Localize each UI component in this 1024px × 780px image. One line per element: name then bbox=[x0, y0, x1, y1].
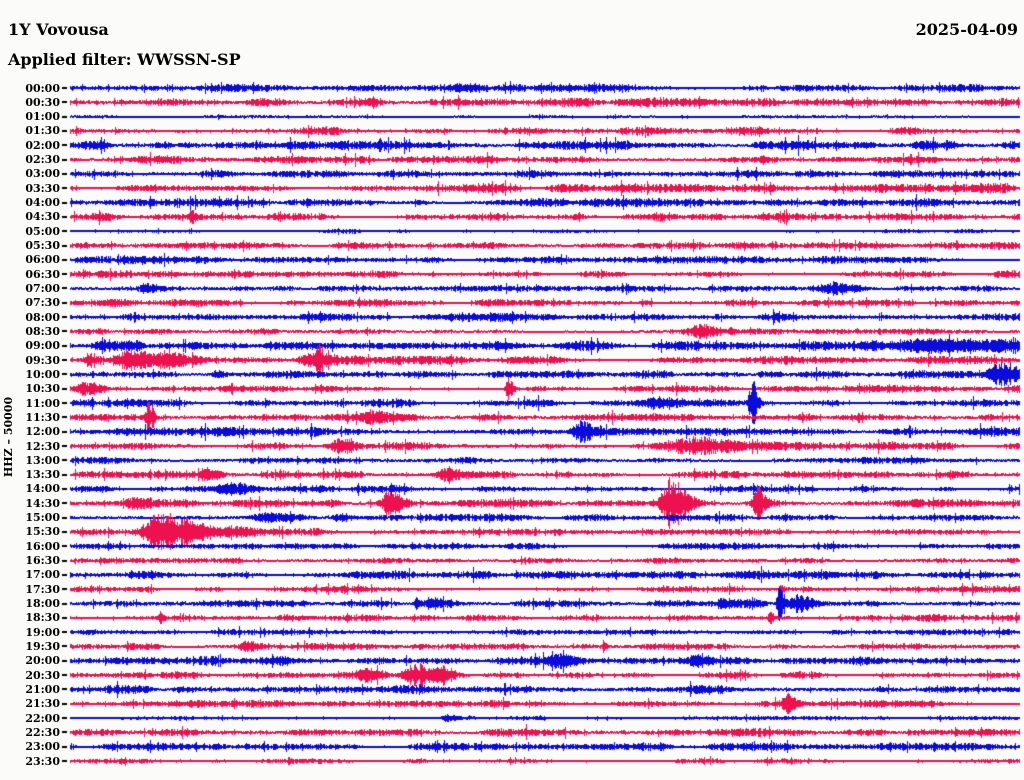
time-label: 01:00 bbox=[25, 110, 60, 124]
time-label: 05:00 bbox=[25, 224, 60, 238]
time-label: 09:30 bbox=[25, 353, 60, 367]
date-label: 2025-04-09 bbox=[915, 20, 1018, 39]
time-label: 04:30 bbox=[25, 210, 60, 224]
time-label: 16:30 bbox=[25, 554, 60, 568]
filter-label: Applied filter: WWSSN-SP bbox=[8, 50, 241, 69]
time-label: 20:30 bbox=[25, 668, 60, 682]
time-label: 10:30 bbox=[25, 382, 60, 396]
time-label: 02:00 bbox=[25, 138, 60, 152]
time-label: 23:30 bbox=[25, 754, 60, 768]
time-label: 21:00 bbox=[25, 682, 60, 696]
time-label: 15:00 bbox=[25, 511, 60, 525]
time-label: 16:00 bbox=[25, 539, 60, 553]
time-label: 11:30 bbox=[25, 410, 60, 424]
time-label: 11:00 bbox=[25, 396, 60, 410]
time-label: 23:00 bbox=[25, 740, 60, 754]
time-label: 06:00 bbox=[25, 253, 60, 267]
time-label: 14:30 bbox=[25, 496, 60, 510]
station-title: 1Y Vovousa bbox=[8, 20, 109, 39]
time-label: 08:00 bbox=[25, 310, 60, 324]
time-label: 05:30 bbox=[25, 239, 60, 253]
time-label: 12:30 bbox=[25, 439, 60, 453]
time-label: 07:00 bbox=[25, 281, 60, 295]
time-label: 00:30 bbox=[25, 95, 60, 109]
time-label: 18:00 bbox=[25, 597, 60, 611]
time-label: 04:00 bbox=[25, 196, 60, 210]
time-label: 13:30 bbox=[25, 468, 60, 482]
time-label: 18:30 bbox=[25, 611, 60, 625]
time-label: 21:30 bbox=[25, 697, 60, 711]
time-label: 13:00 bbox=[25, 453, 60, 467]
time-label: 19:30 bbox=[25, 639, 60, 653]
time-label: 08:30 bbox=[25, 324, 60, 338]
time-label: 22:00 bbox=[25, 711, 60, 725]
time-label: 19:00 bbox=[25, 625, 60, 639]
time-label: 15:30 bbox=[25, 525, 60, 539]
time-label: 20:00 bbox=[25, 654, 60, 668]
time-label: 14:00 bbox=[25, 482, 60, 496]
time-label: 03:30 bbox=[25, 181, 60, 195]
time-label: 00:00 bbox=[25, 81, 60, 95]
time-label: 17:00 bbox=[25, 568, 60, 582]
time-label: 12:00 bbox=[25, 425, 60, 439]
time-label: 02:30 bbox=[25, 153, 60, 167]
time-label: 22:30 bbox=[25, 725, 60, 739]
time-label: 10:00 bbox=[25, 367, 60, 381]
time-label: 03:00 bbox=[25, 167, 60, 181]
time-label: 09:00 bbox=[25, 339, 60, 353]
time-label: 06:30 bbox=[25, 267, 60, 281]
time-axis: 00:00 00:30 01:00 01:30 02:00 02:30 03:00 03:30… bbox=[0, 0, 62, 780]
time-label: 01:30 bbox=[25, 124, 60, 138]
time-label: 07:30 bbox=[25, 296, 60, 310]
time-label: 17:30 bbox=[25, 582, 60, 596]
